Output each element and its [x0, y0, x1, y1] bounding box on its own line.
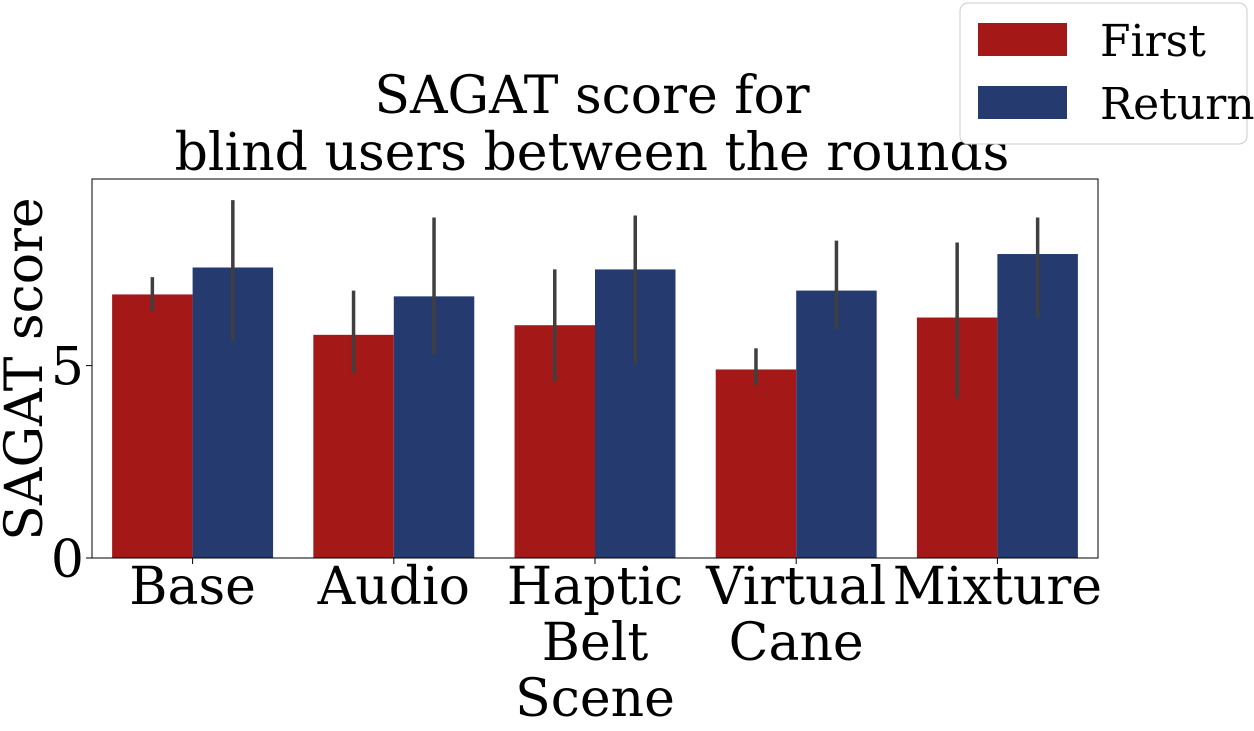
y-ticks: 05	[51, 338, 92, 590]
x-tick-label-2-line-1: Belt	[542, 613, 649, 673]
legend: First Return	[959, 2, 1254, 145]
chart-title-line-2: blind users between the rounds	[175, 123, 1010, 183]
x-tick-label-4-line-0: Mixture	[893, 557, 1102, 617]
bar-first-3	[715, 369, 797, 558]
chart-title-line-1: SAGAT score for	[374, 66, 809, 126]
plot-area	[112, 200, 1078, 558]
bar-return-3	[796, 290, 877, 558]
bar-first-0	[112, 294, 193, 558]
y-axis-label: SAGAT score	[0, 197, 55, 540]
legend-label-return: Return	[1100, 79, 1254, 130]
legend-label-first: First	[1100, 16, 1206, 67]
x-tick-label-3-line-0: Virtual	[705, 557, 886, 617]
legend-swatch-first	[978, 23, 1067, 56]
y-tick-label-0: 0	[51, 530, 84, 590]
x-tick-label-2-line-2: Scene	[515, 669, 675, 729]
legend-swatch-return	[978, 86, 1067, 119]
x-tick-label-0-line-0: Base	[129, 557, 256, 617]
x-tick-label-2-line-0: Haptic	[507, 557, 683, 617]
y-tick-label-1: 5	[51, 338, 84, 398]
x-tick-label-1-line-0: Audio	[317, 557, 470, 617]
x-tick-label-3-line-1: Cane	[729, 613, 864, 673]
